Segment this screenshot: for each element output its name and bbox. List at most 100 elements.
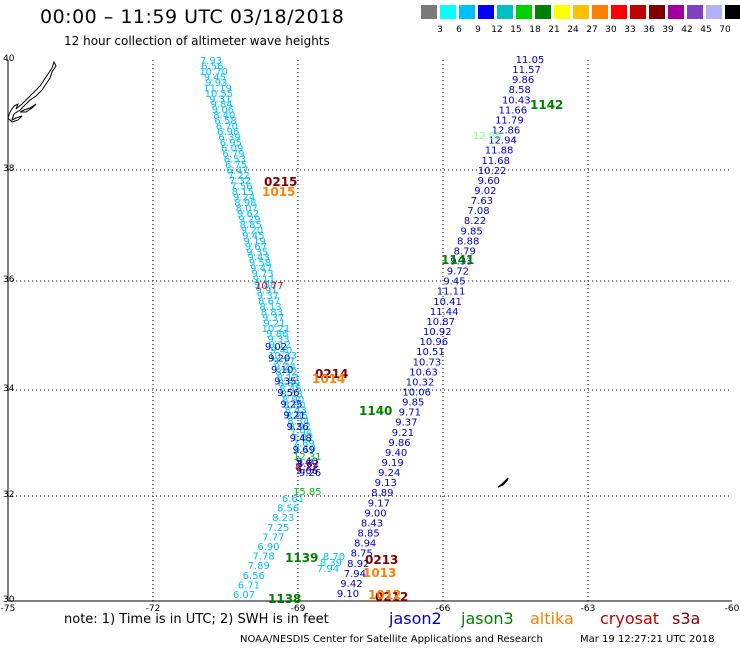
swh-value: 8.43	[281, 389, 303, 400]
lon-label: -63	[581, 604, 596, 614]
swh-value: 8.75	[351, 549, 373, 560]
swh-value: 10.32	[406, 377, 435, 388]
swh-value: 9.21	[283, 411, 305, 422]
swh-value: 8.85	[286, 411, 308, 422]
legend-label: 6	[456, 25, 462, 35]
swh-value: 9.47	[250, 264, 272, 275]
swh-value: 6.56	[201, 61, 223, 72]
legend-swatch	[497, 5, 513, 19]
legend-swatch	[573, 5, 589, 19]
swh-value: 9.10	[337, 589, 359, 600]
swh-value: 9.21	[392, 428, 414, 439]
swh-value: 9.86	[512, 75, 534, 86]
legend-swatch	[535, 5, 551, 19]
legend-swatch	[668, 5, 684, 19]
satellite-name: jason2	[389, 609, 442, 628]
swh-value: 9.33	[267, 335, 289, 346]
map-frame	[7, 60, 732, 602]
swh-value: 9.48	[290, 434, 312, 445]
legend-label: 12	[491, 25, 503, 35]
swh-value: 9.02	[265, 342, 287, 353]
swh-value: 6.96	[217, 127, 239, 138]
pass-label: 0215	[264, 175, 297, 189]
legend-swatch	[592, 5, 608, 19]
swh-value: 12.86	[492, 126, 521, 137]
swh-value: 10.87	[426, 317, 455, 328]
swh-value: 9.67	[245, 242, 267, 253]
swh-value: 6.90	[257, 542, 279, 553]
lat-label: 32	[3, 490, 14, 500]
swh-value: 9.24	[233, 193, 255, 204]
swh-value: 9.19	[244, 236, 266, 247]
swh-value: 8.13	[277, 373, 299, 384]
swh-value: 9.56	[277, 388, 299, 399]
swh-value: 6.70	[216, 122, 238, 133]
legend-label: 70	[719, 25, 731, 35]
legend-swatch	[516, 5, 532, 19]
swh-value: 8.89	[278, 378, 300, 389]
lon-label: -72	[146, 604, 161, 614]
swh-value: 9.37	[257, 291, 279, 302]
swh-value: 8.15	[232, 187, 254, 198]
generation-timestamp: Mar 19 12:27:21 UTC 2018	[580, 634, 715, 645]
pass-label: 12.85	[473, 131, 502, 142]
lat-label: 34	[3, 384, 15, 394]
swh-value: 8.58	[509, 85, 531, 96]
swh-value: 9.40	[270, 346, 292, 357]
swh-value: 8.85	[240, 220, 262, 231]
swh-value: 8.45	[279, 384, 301, 395]
swh-value: 6.95	[220, 138, 242, 149]
satellite-tracks: 7.936.5610.709.459.9311.1910.559.319.849…	[199, 55, 544, 601]
swh-value: 8.22	[464, 216, 486, 227]
swh-value: 7.89	[248, 561, 270, 572]
swh-value: 9.13	[375, 478, 397, 489]
pass-label: 1139	[285, 551, 318, 565]
swh-value: 9.27	[273, 357, 295, 368]
swh-value: 9.29	[238, 214, 260, 225]
swh-value: 8.92	[275, 367, 297, 378]
swh-value: 7.22	[228, 171, 250, 182]
legend-label: 9	[475, 25, 481, 35]
legend-swatch	[687, 5, 703, 19]
pass-label: 1141	[441, 253, 474, 267]
swh-value: 8.88	[457, 236, 479, 247]
pass-label: 1142	[530, 98, 563, 112]
swh-value: 8.10	[294, 444, 316, 455]
swh-value: 9.37	[395, 418, 417, 429]
swh-value: 10.63	[409, 367, 438, 378]
legend-label: 42	[681, 25, 693, 35]
swh-value: 6.58	[214, 116, 236, 127]
swh-value: 7.78	[252, 552, 274, 563]
swh-value: 9.91	[255, 286, 277, 297]
swh-value: 8.92	[347, 559, 369, 570]
pass-label: 1012	[368, 588, 401, 602]
swh-value: 8.70	[323, 552, 345, 563]
pass-label: 1138	[268, 592, 301, 606]
swh-value: 11.88	[485, 146, 514, 157]
swh-value: 9.73	[252, 269, 274, 280]
swh-value: 11.44	[430, 307, 459, 318]
swh-value: 8.39	[320, 558, 342, 569]
swh-value: 9.43	[248, 253, 270, 264]
legend-label: 33	[624, 25, 636, 35]
swh-value: 6.61	[282, 494, 304, 505]
coastline	[7, 60, 509, 488]
legend-label: 45	[700, 25, 712, 35]
swh-value: 9.26	[299, 468, 321, 479]
swh-value: 9.85	[402, 398, 424, 409]
legend-swatch	[440, 5, 456, 19]
swh-value: 7.32	[229, 176, 251, 187]
swh-value: 9.35	[246, 247, 268, 258]
swh-value: 7.94	[290, 428, 312, 439]
swh-value: 9.60	[478, 176, 500, 187]
swh-value: 10.41	[433, 297, 462, 308]
lon-label: -75	[1, 604, 16, 614]
lon-label: -69	[291, 604, 306, 614]
lat-label: 30	[3, 595, 15, 605]
legend-label: 36	[643, 25, 655, 35]
swh-value: 10.06	[402, 387, 431, 398]
swh-value: 6.47	[226, 165, 248, 176]
swh-value: 11.19	[203, 83, 232, 94]
credit-line: NOAA/NESDIS Center for Satellite Applica…	[240, 634, 543, 645]
